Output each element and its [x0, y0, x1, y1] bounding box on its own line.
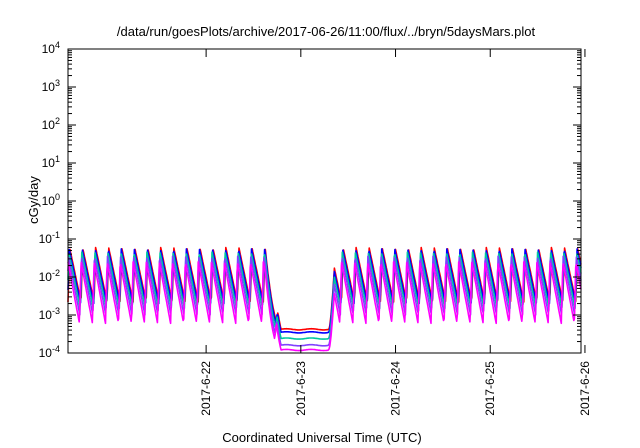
x-tick-label: 2017-6-26 [578, 361, 592, 416]
x-tick-label: 2017-6-25 [483, 361, 497, 416]
x-tick-label: 2017-6-22 [199, 361, 213, 416]
y-tick-label: 102 [42, 116, 60, 132]
y-tick-label: 101 [42, 154, 60, 170]
y-tick-label: 10-2 [39, 268, 60, 284]
x-tick-label: 2017-6-24 [389, 361, 403, 416]
y-tick-label: 10-3 [39, 306, 60, 322]
chart-title: /data/run/goesPlots/archive/2017-06-26/1… [117, 24, 536, 39]
y-axis-label: cGy/day [26, 176, 41, 224]
y-tick-label: 104 [42, 40, 60, 56]
axes-layer: 10-4 10-3 10-2 10-1 100 101 102 103 104 2017-6-22… [39, 40, 592, 416]
x-tick-label: 2017-6-23 [294, 361, 308, 416]
y-tick-label: 10-4 [39, 344, 60, 360]
y-tick-label: 10-1 [39, 230, 60, 246]
y-tick-label: 100 [42, 192, 60, 208]
series-line-5 [67, 261, 582, 352]
series-layer [67, 246, 582, 352]
series-line-4 [67, 255, 582, 347]
series-line-2 [67, 248, 582, 334]
x-axis-label: Coordinated Universal Time (UTC) [222, 430, 421, 445]
series-line-3 [67, 251, 582, 340]
y-tick-label: 103 [42, 78, 60, 94]
